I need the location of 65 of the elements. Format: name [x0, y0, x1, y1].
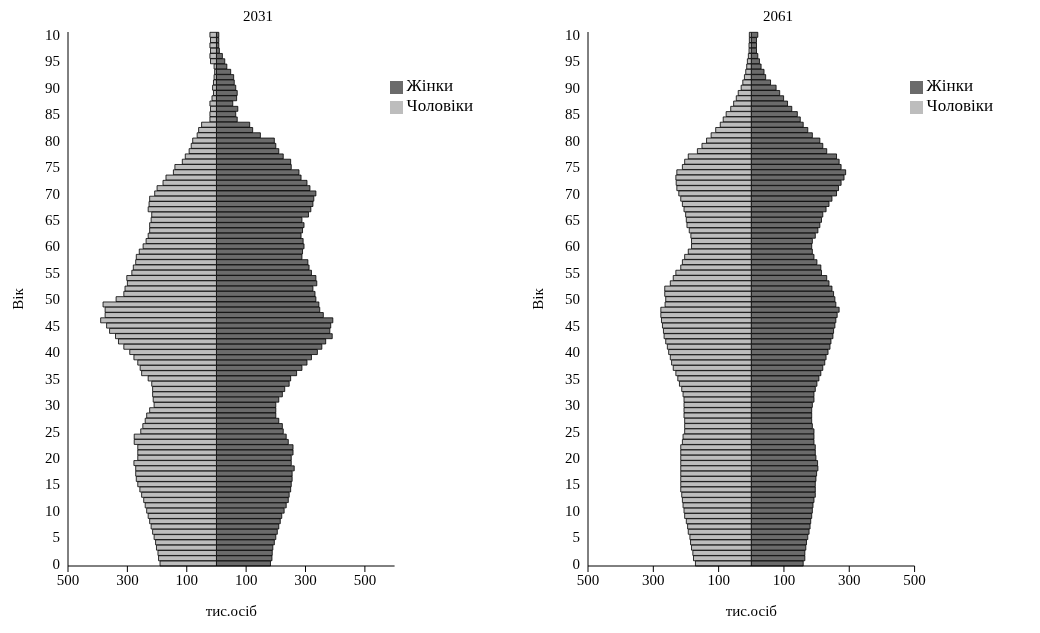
- y-tick-label: 10: [565, 502, 580, 519]
- bar: [209, 31, 217, 38]
- y-tick-label: 0: [52, 555, 60, 572]
- y-tick-label: 25: [565, 423, 580, 440]
- legend-label: Чоловіки: [926, 96, 993, 115]
- y-tick-label: 20: [45, 449, 60, 466]
- x-tick-label: 100: [707, 571, 730, 588]
- y-tick-label: 45: [45, 317, 60, 334]
- legend-label: Жінки: [406, 76, 453, 95]
- y-tick-label: 20: [565, 449, 580, 466]
- y-tick-label: 75: [45, 159, 60, 176]
- y-tick-label: 80: [45, 132, 60, 149]
- x-tick-label: 500: [353, 571, 377, 588]
- y-tick-label: 90: [565, 79, 580, 96]
- x-tick-label: 100: [175, 571, 199, 588]
- y-tick-label: 5: [52, 529, 60, 546]
- y-tick-label: 85: [45, 106, 60, 123]
- y-tick-label: 75: [565, 159, 580, 176]
- y-tick-label: 30: [565, 397, 580, 414]
- y-tick-label: 35: [45, 370, 60, 387]
- y-tick-label: 15: [565, 476, 580, 493]
- x-tick-label: 500: [903, 571, 926, 588]
- y-tick-label: 95: [565, 53, 580, 70]
- y-tick-label: 50: [565, 291, 580, 308]
- y-tick-label: 55: [45, 264, 60, 281]
- y-tick-label: 5: [572, 529, 580, 546]
- y-tick-label: 70: [565, 185, 580, 202]
- y-axis-title: Вік: [10, 287, 27, 310]
- y-tick-label: 10: [45, 502, 60, 519]
- x-tick-label: 500: [576, 571, 600, 588]
- y-tick-label: 15: [45, 476, 60, 493]
- y-tick-label: 55: [565, 264, 580, 281]
- y-tick-label: 30: [45, 397, 60, 414]
- y-axis-title: Вік: [530, 287, 547, 310]
- y-tick-label: 90: [45, 79, 60, 96]
- x-axis-title: тис.осіб: [205, 603, 258, 619]
- y-tick-label: 0: [572, 555, 580, 572]
- y-tick-label: 70: [45, 185, 60, 202]
- x-tick-label: 100: [234, 571, 258, 588]
- y-tick-label: 40: [45, 344, 60, 361]
- x-axis-title: тис.осіб: [725, 603, 778, 619]
- y-tick-label: 10: [565, 26, 580, 43]
- x-tick-label: 300: [838, 571, 861, 588]
- y-tick-label: 65: [45, 212, 60, 229]
- chart-title: 2061: [762, 8, 794, 26]
- y-tick-label: 35: [565, 370, 580, 387]
- x-tick-label: 100: [772, 571, 796, 588]
- y-tick-label: 10: [45, 26, 60, 43]
- x-tick-label: 300: [294, 571, 317, 588]
- y-tick-label: 45: [565, 317, 580, 334]
- y-tick-label: 50: [45, 291, 60, 308]
- x-tick-label: 300: [642, 571, 665, 588]
- x-tick-label: 300: [116, 571, 139, 588]
- y-tick-label: 40: [565, 344, 580, 361]
- x-tick-label: 500: [56, 571, 80, 588]
- chart-title: 2031: [242, 8, 274, 26]
- legend-label: Чоловіки: [406, 96, 473, 115]
- y-tick-label: 60: [45, 238, 60, 255]
- y-tick-label: 60: [565, 238, 580, 255]
- y-tick-label: 65: [565, 212, 580, 229]
- y-tick-label: 25: [45, 423, 60, 440]
- y-tick-label: 85: [565, 106, 580, 123]
- y-tick-label: 95: [45, 53, 60, 70]
- y-tick-label: 80: [565, 132, 580, 149]
- legend-label: Жінки: [926, 76, 973, 95]
